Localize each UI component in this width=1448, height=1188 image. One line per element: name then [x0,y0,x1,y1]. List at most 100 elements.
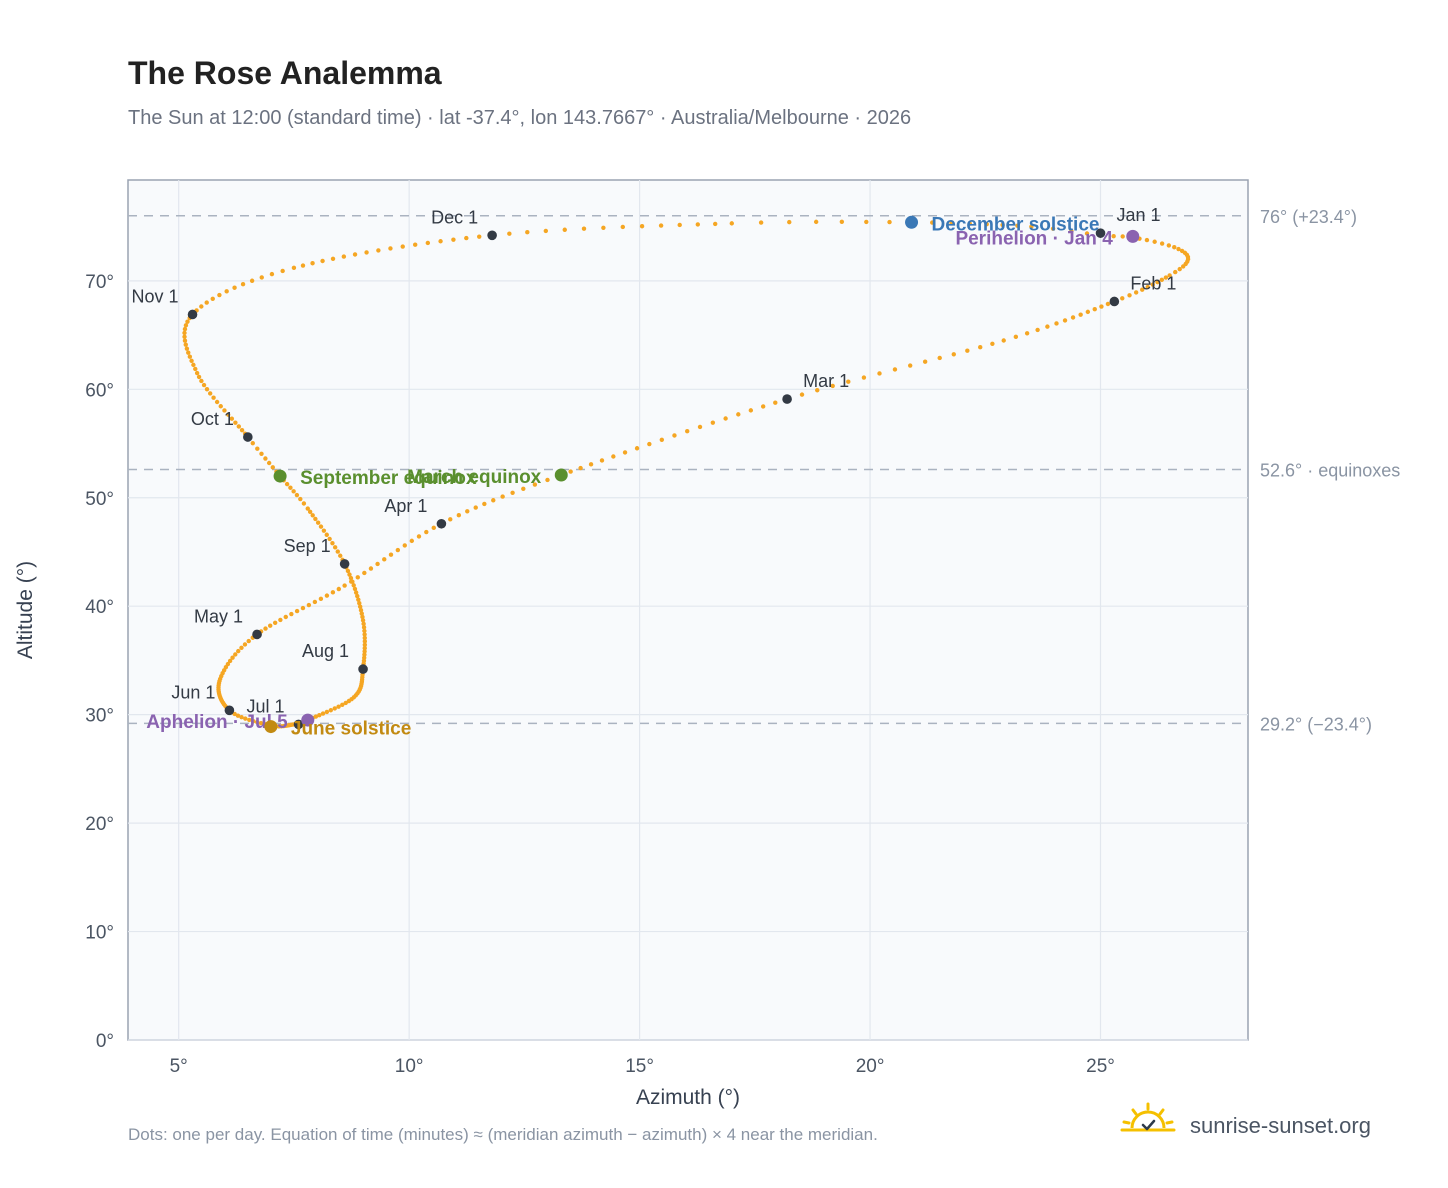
daily-sun-dot [193,366,198,372]
daily-sun-dot [336,704,341,709]
daily-sun-dot [225,661,231,667]
daily-sun-dot [258,721,264,726]
y-tick-label: 50° [85,489,114,510]
daily-sun-dot [1070,315,1076,320]
daily-sun-dot [335,549,340,554]
daily-sun-dot [270,465,275,470]
daily-sun-dot [1150,282,1156,287]
event-marker-label: June solstice [291,719,411,740]
y-tick-label: 30° [85,706,114,727]
month-marker-label: Jul 1 [247,696,285,716]
daily-sun-dot [413,242,418,247]
daily-sun-dot [937,355,942,361]
daily-sun-dot [249,278,255,283]
daily-sun-dot [298,496,303,502]
x-tick-label: 5° [170,1056,188,1077]
y-tick-label: 70° [85,272,114,293]
daily-sun-dot [330,540,335,546]
daily-sun-dot [1159,277,1165,283]
daily-sun-dot [723,416,728,421]
daily-sun-dot [324,709,330,715]
daily-sun-dot [1085,309,1091,315]
daily-sun-dot [268,623,273,628]
daily-sun-dot [284,481,290,487]
y-tick-label: 0° [96,1031,114,1052]
daily-sun-dot [315,520,321,525]
daily-sun-dot [280,268,285,274]
y-axis-label: Altitude (°) [14,561,37,659]
x-tick-label: 20° [856,1056,885,1077]
daily-sun-dot [1155,279,1160,285]
daily-sun-dot [347,572,352,577]
daily-sun-dot [1163,275,1169,280]
daily-sun-dot [224,289,229,294]
month-marker-dot [293,719,304,730]
x-axis-ticks: 5° 10° 15° 20° 25° [170,1056,1115,1077]
daily-sun-dot [182,334,187,339]
daily-sun-dot [438,239,443,244]
daily-sun-dot [310,513,315,518]
month-marker-label: Jan 1 [1117,205,1161,225]
daily-sun-dot [543,228,549,234]
daily-sun-dot [236,424,242,429]
daily-sun-dot [578,465,583,471]
y-tick-label: 60° [85,380,114,401]
daily-sun-dot [182,330,187,336]
daily-sun-dot [362,642,368,647]
daily-sun-dot [259,275,264,280]
daily-sun-dot [239,427,245,433]
daily-sun-dot [581,226,587,231]
daily-sun-dot [250,440,255,446]
daily-sun-dot [353,590,359,595]
daily-sun-dot [269,271,275,277]
daily-sun-dot [388,246,393,251]
sun-logo-icon [1120,1102,1176,1132]
daily-sun-dot [677,222,682,228]
daily-sun-dot [416,534,422,539]
daily-sun-dot [313,714,319,719]
daily-sun-dot [352,586,358,592]
daily-sun-dot [659,437,665,442]
daily-sun-dot [272,620,278,626]
daily-sun-dot [336,586,342,592]
month-marker-dot [1095,228,1106,238]
daily-sun-dot [1092,306,1097,312]
daily-sun-dot [748,408,754,413]
month-marker-dot [224,705,235,716]
daily-sun-dot [978,345,983,350]
daily-sun-dot [532,482,538,487]
daily-sun-dot [235,713,241,718]
daily-sun-dot [207,391,213,396]
daily-sun-dot [861,375,867,380]
month-marker-dot [252,629,262,640]
daily-sun-dot [545,477,550,483]
daily-sun-dot [239,645,244,650]
daily-sun-dot [199,378,204,384]
y-tick-label: 40° [85,597,114,618]
daily-sun-dot [214,399,220,405]
daily-sun-dot [464,235,469,241]
daily-sun-dot [984,221,989,227]
daily-sun-dot [1001,338,1006,343]
daily-sun-dot [222,408,227,413]
daily-sun-dot [599,458,605,463]
daily-sun-dot [1105,301,1111,307]
event-marker-dot [1126,229,1140,243]
daily-sun-dot [1035,327,1040,333]
daily-sun-dot [327,536,332,542]
daily-sun-dot [1078,312,1083,317]
reference-line-labels: 76° (+23.4°) 52.6° · equinoxes 29.2° (−23.… [1260,207,1400,735]
daily-sun-dot [313,516,318,522]
daily-sun-dot [362,635,367,641]
event-marker-label: December solstice [932,214,1100,235]
daily-sun-dot [204,300,209,305]
daily-sun-dot [352,252,358,257]
daily-sun-dot [400,244,405,249]
daily-sun-dot [1111,234,1116,239]
daily-sun-dot [255,720,260,725]
daily-sun-dot [736,412,741,417]
daily-sun-dot [1176,246,1181,252]
event-marker-label: September equinox [300,468,477,489]
daily-sun-dot [1180,264,1186,269]
